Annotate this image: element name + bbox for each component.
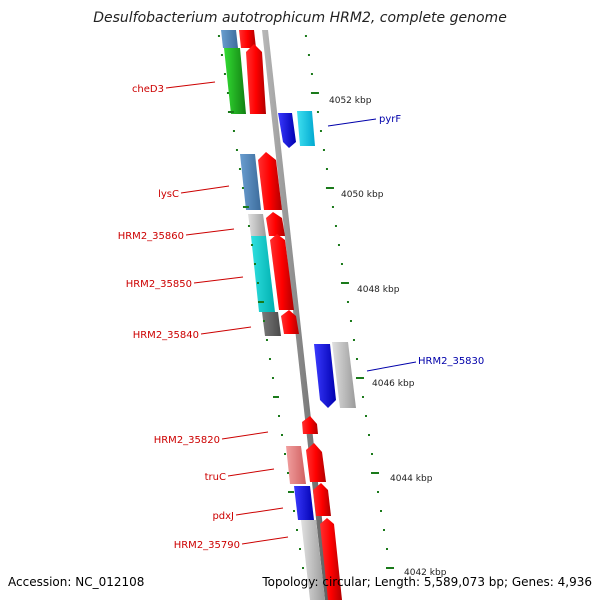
gene-label-hrm2-35830[interactable]: HRM2_35830 — [418, 356, 484, 367]
gene-label-hrm2-35840[interactable]: HRM2_35840 — [133, 330, 199, 341]
gene-block[interactable] — [314, 344, 336, 408]
gene-label-hrm2-35820[interactable]: HRM2_35820 — [154, 435, 220, 446]
right-gene-track — [278, 111, 356, 408]
gene-label-hrm2-35790[interactable]: HRM2_35790 — [174, 540, 240, 551]
genome-title: Desulfobacterium autotrophicum HRM2, com… — [93, 10, 507, 26]
kbp-label: 4052 kbp — [329, 96, 372, 106]
gene-label-pdxJ[interactable]: pdxJ — [212, 511, 234, 522]
scale-ticks — [217, 35, 395, 569]
gene-label-pyrF[interactable]: pyrF — [379, 114, 401, 125]
gene-block[interactable] — [297, 111, 315, 146]
genome-summary-text: Topology: circular; Length: 5,589,073 bp… — [262, 575, 592, 589]
leader-lines — [165, 81, 417, 545]
kbp-label: 4044 kbp — [390, 474, 433, 484]
gene-block[interactable] — [262, 312, 281, 336]
gene-labels: cheD3 lysC HRM2_35860 HRM2_35850 HRM2_35… — [118, 84, 485, 551]
gene-block[interactable] — [286, 446, 306, 484]
gene-block[interactable] — [302, 416, 318, 434]
gene-label-hrm2-35850[interactable]: HRM2_35850 — [126, 279, 192, 290]
gene-label-hrm2-35860[interactable]: HRM2_35860 — [118, 231, 184, 242]
kbp-scale: 4052 kbp 4050 kbp 4048 kbp 4046 kbp 4044… — [329, 96, 447, 578]
gene-block[interactable] — [240, 154, 261, 210]
gene-block[interactable] — [301, 520, 325, 600]
gene-block[interactable] — [278, 113, 296, 148]
gene-block[interactable] — [221, 30, 238, 48]
gene-block[interactable] — [258, 152, 282, 210]
kbp-label: 4042 kbp — [404, 568, 447, 578]
gene-block[interactable] — [281, 310, 299, 334]
gene-block[interactable] — [239, 30, 256, 48]
gene-block[interactable] — [224, 48, 246, 114]
gene-block[interactable] — [320, 518, 342, 600]
left-gene-track — [221, 30, 342, 600]
gene-label-truC[interactable]: truC — [205, 472, 226, 483]
kbp-label: 4048 kbp — [357, 285, 400, 295]
gene-block[interactable] — [248, 214, 266, 236]
kbp-label: 4046 kbp — [372, 379, 415, 389]
gene-block[interactable] — [332, 342, 356, 408]
gene-label-cheD3[interactable]: cheD3 — [132, 84, 164, 95]
gene-block[interactable] — [294, 486, 314, 520]
gene-block[interactable] — [246, 44, 266, 114]
gene-block[interactable] — [266, 212, 285, 236]
accession-text: Accession: NC_012108 — [8, 575, 145, 589]
gene-block[interactable] — [251, 236, 275, 312]
gene-block[interactable] — [313, 483, 331, 516]
gene-block[interactable] — [306, 443, 326, 482]
kbp-label: 4050 kbp — [341, 190, 384, 200]
gene-label-lysC[interactable]: lysC — [158, 189, 179, 200]
gene-block[interactable] — [270, 234, 294, 310]
